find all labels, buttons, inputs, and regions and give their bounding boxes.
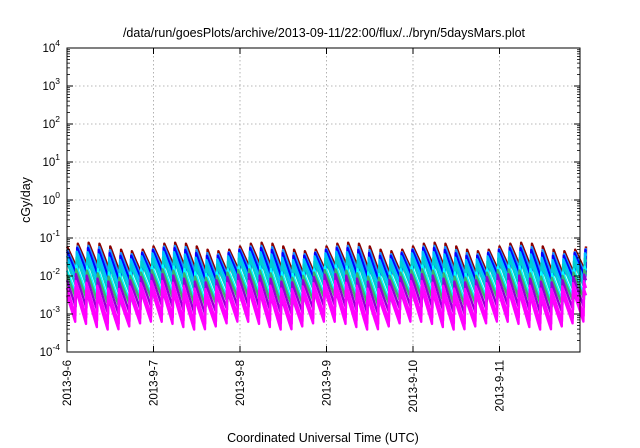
y-tick-label-base: 10 (42, 119, 55, 131)
y-tick-label-exponent: 0 (55, 190, 60, 200)
chart-title: /data/run/goesPlots/archive/2013-09-11/2… (123, 26, 526, 40)
y-tick-label-exponent: -2 (52, 266, 60, 276)
y-tick-label: 100 (42, 190, 60, 207)
y-tick-label: 102 (42, 114, 60, 131)
series-line-0 (65, 241, 588, 279)
y-tick-label-base: 10 (40, 309, 53, 321)
axis-ticks (66, 47, 580, 353)
series-line-10 (65, 286, 588, 331)
x-tick-label: 2013-9-7 (149, 360, 161, 406)
y-tick-label-base: 10 (42, 81, 55, 93)
y-tick-label: 10-4 (40, 342, 61, 359)
series-line-5 (65, 256, 588, 297)
y-tick-label: 104 (42, 38, 60, 55)
y-tick-label-base: 10 (42, 157, 55, 169)
y-tick-label-base: 10 (42, 43, 55, 55)
y-tick-label: 103 (42, 76, 60, 93)
y-tick-label-base: 10 (42, 195, 55, 207)
y-tick-label: 10-3 (40, 304, 61, 321)
series-line-8 (65, 272, 588, 317)
y-tick-label-exponent: 1 (55, 152, 60, 162)
y-tick-label-exponent: 2 (55, 114, 60, 124)
series-lines (65, 241, 588, 331)
y-tick-label-base: 10 (40, 347, 53, 359)
y-tick-label-exponent: -1 (52, 228, 60, 238)
y-tick-label-base: 10 (40, 271, 53, 283)
x-tick-label: 2013-9-6 (62, 360, 74, 406)
x-tick-labels: 2013-9-6 2013-9-7 2013-9-8 2013-9-9 2013-9-1… (62, 360, 507, 412)
series-line-6 (65, 264, 588, 305)
x-tick-label: 2013-9-10 (408, 360, 420, 412)
y-tick-label: 101 (42, 152, 60, 169)
x-tick-label: 2013-9-9 (322, 360, 334, 406)
x-tick-label: 2013-9-11 (495, 360, 507, 412)
x-axis-label: Coordinated Universal Time (UTC) (227, 431, 419, 445)
y-tick-label: 10-2 (40, 266, 61, 283)
series-line-7 (65, 268, 588, 308)
x-tick-label: 2013-9-8 (235, 360, 247, 406)
y-tick-label-exponent: -3 (52, 304, 60, 314)
y-tick-label-base: 10 (40, 233, 53, 245)
series-line-9 (65, 279, 588, 325)
y-tick-label-exponent: 3 (55, 76, 60, 86)
y-tick-label-exponent: -4 (52, 342, 60, 352)
y-axis-label: cGy/day (19, 176, 33, 223)
y-tick-label-exponent: 4 (55, 38, 60, 48)
y-tick-label: 10-1 (40, 228, 61, 245)
series-line-4 (65, 250, 588, 290)
series-line-3 (65, 246, 588, 285)
